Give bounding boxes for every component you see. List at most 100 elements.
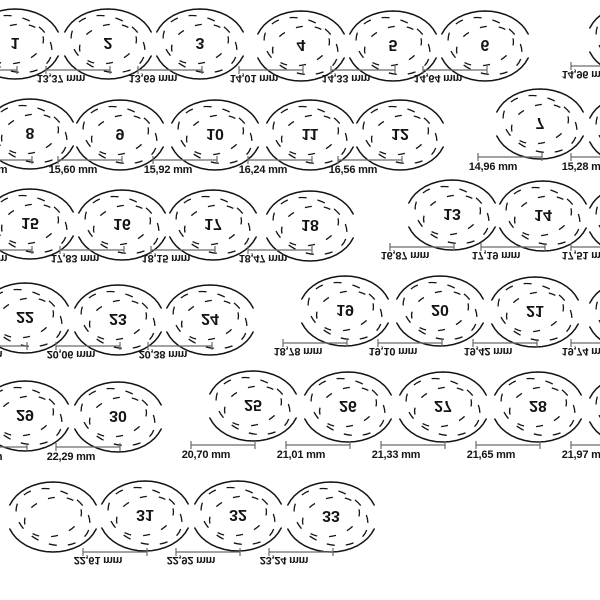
ring-circle [396, 275, 484, 347]
ring-number: 26 [339, 397, 357, 414]
ring-inner-dashes [414, 185, 490, 245]
ring-number: 22 [16, 308, 34, 325]
ring-number: 27 [434, 397, 452, 414]
ring-item: 18 18,47 mm [239, 190, 354, 264]
ring-diameter-label: 21,33 mm [372, 449, 421, 461]
ring-inner-dashes [505, 186, 581, 246]
ring-circle [399, 371, 487, 443]
ring-circle [491, 276, 579, 348]
ring-circle [0, 282, 69, 354]
ring-circle [9, 481, 97, 553]
ring-diameter-label: 22,29 mm [47, 451, 96, 463]
ring-circle [169, 189, 257, 261]
ring-inner-dashes [0, 14, 53, 74]
ring-inner-dashes [208, 495, 268, 537]
ring-number: 23 [109, 310, 127, 327]
measure-line [268, 548, 334, 556]
ring-item: 3 13,69 mm [129, 8, 244, 84]
ring-number: 32 [229, 506, 247, 523]
ring-diameter-label: 21,97 mm [0, 451, 3, 463]
ring-inner-dashes [505, 291, 565, 333]
ring-inner-dashes [362, 105, 438, 165]
ring-number: 20 [431, 301, 449, 318]
ring-inner-dashes [280, 114, 340, 156]
ring-diameter-label: 14,33 mm [322, 72, 371, 84]
measure-line [59, 246, 125, 254]
measure-line [0, 156, 33, 164]
ring-inner-dashes [90, 114, 150, 156]
ring-number: 33 [322, 507, 340, 524]
measure-line [380, 441, 446, 449]
ring-item: 26 21,01 mm [277, 371, 392, 461]
ring-number: 6 [481, 36, 490, 53]
ring-circle [64, 8, 152, 80]
ring-inner-dashes [80, 290, 156, 350]
ring-inner-dashes [263, 16, 339, 76]
ring-inner-dashes [223, 385, 283, 427]
ring-diameter-label: 13,69 mm [129, 72, 178, 84]
measure-line [190, 441, 256, 449]
ring-inner-dashes [413, 386, 473, 428]
ring-item: 13 16,87 mm [381, 179, 496, 261]
ring-item: 16 17,83 mm [51, 189, 166, 264]
ring-inner-dashes [0, 113, 60, 155]
measure-line [285, 441, 351, 449]
measure-line [45, 66, 111, 74]
ring-item: 15,28 mm [562, 100, 600, 173]
ring-diameter-label: 13,37 mm [37, 72, 86, 84]
ring-item [9, 481, 97, 553]
ring-item: 10 15,92 mm [144, 99, 259, 176]
ring-diameter-label: 19,74 mm [0, 348, 3, 360]
ring-diameter-label: 15,60 mm [49, 164, 98, 176]
measure-line [57, 156, 123, 164]
ring-inner-dashes [310, 377, 386, 437]
ring-circle [266, 99, 354, 171]
ring-circle [494, 371, 582, 443]
ring-inner-dashes [272, 196, 348, 256]
ring-circle [496, 88, 584, 160]
ring-number: 18 [301, 216, 319, 233]
ring-inner-dashes [215, 376, 291, 436]
ring-number: 13 [443, 205, 461, 222]
measure-line [247, 246, 313, 254]
ring-number: 17 [204, 215, 222, 232]
ring-circle [0, 98, 74, 170]
measure-line [570, 441, 600, 449]
ring-item: 29 21,97 mm [0, 380, 69, 463]
ring-inner-dashes [88, 396, 148, 438]
measure-line [570, 339, 600, 347]
ring-number: 10 [206, 125, 224, 142]
measure-line [147, 342, 213, 350]
measure-line [82, 548, 148, 556]
ring-circle [589, 285, 600, 345]
ring-diameter-label: 22,92 mm [167, 554, 216, 566]
measure-line [475, 441, 541, 449]
ring-inner-dashes [293, 487, 369, 547]
ring-number: 16 [113, 215, 131, 232]
ring-inner-dashes [405, 377, 481, 437]
measure-line [477, 153, 543, 161]
ring-number: 9 [116, 125, 125, 142]
measure-line [472, 339, 538, 347]
ring-inner-dashes [170, 23, 230, 65]
ring-inner-dashes [595, 285, 600, 345]
ring-item: 33 23,24 mm [260, 481, 375, 566]
measure-line [377, 339, 443, 347]
ring-item: 12 16,56 mm [329, 99, 444, 176]
ring-inner-dashes [402, 281, 478, 341]
measure-line [0, 246, 33, 254]
ring-diameter-label: 15,28 mm [562, 161, 600, 173]
ring-number: 12 [391, 125, 409, 142]
ring-circle [301, 275, 389, 347]
ring-item: 14,96 mm [562, 10, 600, 80]
ring-number: 11 [302, 125, 319, 142]
ring-circle [589, 380, 600, 440]
ring-inner-dashes [280, 205, 340, 247]
measure-line [480, 243, 546, 251]
ring-inner-dashes [500, 377, 576, 437]
ring-inner-dashes [595, 100, 600, 160]
ring-circle [194, 480, 282, 552]
ring-diameter-label: 21,65 mm [467, 449, 516, 461]
ring-number: 30 [109, 407, 127, 424]
